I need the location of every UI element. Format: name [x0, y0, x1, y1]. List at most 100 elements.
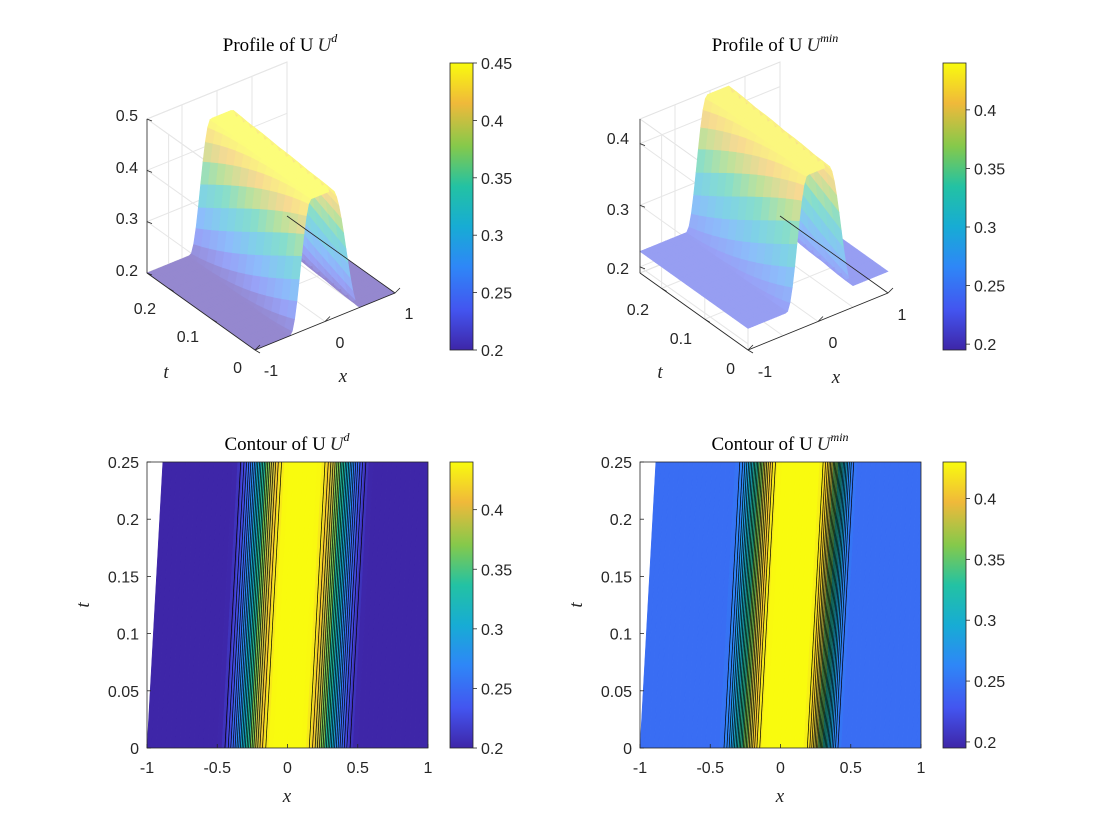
- contour-band: [897, 462, 919, 748]
- panel3-title-sup: d: [344, 430, 351, 444]
- ttick-mark: [211, 318, 218, 323]
- contour-band: [310, 462, 332, 748]
- contour-band: [705, 462, 727, 748]
- contour-band: [906, 489, 921, 748]
- colorbar-tick-label: 0.25: [974, 674, 1005, 691]
- colorbar-tick-label: 0.4: [974, 492, 996, 509]
- contour-line: [811, 462, 828, 748]
- colorbar-tick-label: 0.2: [974, 337, 996, 354]
- ttick-mark: [254, 349, 261, 354]
- contour-band: [845, 462, 867, 748]
- contour-line: [759, 462, 776, 748]
- contour-line: [243, 462, 260, 748]
- ytick-label: 0.05: [601, 684, 632, 701]
- contour-band: [273, 462, 295, 748]
- colorbar-tick-label: 0.4: [481, 503, 503, 520]
- panel4-title-u: U: [817, 434, 832, 455]
- contour-band: [352, 462, 374, 748]
- panel3-colorbar-bar: [449, 461, 474, 749]
- contour-line: [255, 462, 272, 748]
- contour-band: [850, 462, 872, 748]
- ytick-label: 0.15: [108, 569, 139, 586]
- contour-band: [761, 462, 783, 748]
- panel1-ztick-0.4: 0.4: [116, 160, 138, 177]
- contour-band: [667, 462, 689, 748]
- panel2-ttick-0: 0: [726, 361, 735, 378]
- contour-band: [709, 462, 731, 748]
- contour-line: [833, 462, 850, 748]
- contour-band: [291, 462, 313, 748]
- contour-line: [748, 462, 766, 748]
- contour-line: [332, 462, 350, 748]
- panel3-title-u: U: [330, 434, 345, 455]
- contour-band: [263, 462, 285, 748]
- contour-band: [287, 462, 309, 748]
- contour-band: [165, 462, 187, 748]
- contour-line: [823, 462, 841, 748]
- contour-line: [322, 462, 340, 748]
- panel2-colorbar-ticks: 0.2 0.25 0.3 0.35 0.4: [966, 103, 1005, 354]
- ytick-label: 0.25: [601, 455, 632, 472]
- panel4-title: Contour of U Umin: [711, 430, 848, 455]
- panel2-xtick-0: 0: [829, 335, 838, 352]
- contour-band: [677, 462, 699, 748]
- panel2-colorbar-bar: [942, 62, 967, 351]
- contour-line: [819, 462, 837, 748]
- contour-band: [413, 489, 428, 748]
- panel3-title-text: Contour of U: [224, 434, 326, 455]
- panel2-surface: [639, 85, 894, 354]
- panel1-surface: [146, 110, 401, 354]
- contour-band: [147, 462, 168, 748]
- contour-line: [240, 462, 257, 748]
- ytick-label: 0: [623, 741, 632, 758]
- contour-line: [335, 462, 353, 748]
- ytick-label: 0.2: [117, 512, 139, 529]
- xtick-mark: [747, 344, 754, 351]
- xtick-label: 0: [283, 760, 292, 777]
- ztick-mark: [146, 221, 153, 225]
- xtick-mark: [254, 344, 261, 351]
- panel2-xlabel: x: [831, 367, 841, 388]
- contour-band: [385, 462, 407, 748]
- panel3-colorbar-ticks: 0.2 0.25 0.3 0.35 0.4: [473, 503, 512, 758]
- axis-line: [146, 272, 256, 351]
- contour-line: [329, 462, 346, 748]
- contour-line: [230, 462, 247, 748]
- colorbar-tick-label: 0.3: [481, 228, 503, 245]
- contour-band: [174, 462, 196, 748]
- panel1-colorbar-ticks: 0.2 0.25 0.3 0.35 0.4 0.45: [473, 56, 512, 360]
- contour-line: [343, 462, 361, 748]
- panel1-xtick-1: 1: [405, 306, 414, 323]
- colorbar-tick-label: 0.35: [481, 562, 512, 579]
- axis-line: [779, 215, 889, 294]
- panel-contour-ud: Contour of U Ud -1 -0.5 0 0.5 1 0 0.05 0.1 0.15 0.…: [73, 430, 512, 807]
- contour-band: [259, 462, 281, 748]
- panel2-tlabel: t: [657, 362, 663, 383]
- contour-band: [700, 462, 722, 748]
- ttick-mark: [747, 349, 754, 354]
- contour-band: [883, 462, 905, 748]
- contour-band: [892, 462, 914, 748]
- contour-line: [324, 462, 341, 748]
- panel1-ttick-0.2: 0.2: [134, 301, 156, 318]
- contour-band: [658, 462, 680, 748]
- xtick-label: -0.5: [696, 760, 724, 777]
- contour-band: [193, 462, 215, 748]
- contour-band: [859, 462, 881, 748]
- panel-contour-umin: Contour of U Umin -1 -0.5 0 0.5 1 0 0.05 0.1 0.15…: [566, 430, 1005, 807]
- ytick-label: 0.15: [601, 569, 632, 586]
- contour-band: [878, 462, 900, 748]
- contour-line: [236, 462, 254, 748]
- contour-band: [864, 462, 886, 748]
- contour-band: [179, 462, 201, 748]
- ttick-mark: [168, 288, 174, 292]
- colorbar-tick-label: 0.35: [481, 171, 512, 188]
- panel4-title-sup: min: [831, 430, 849, 444]
- contour-band: [376, 462, 398, 748]
- colorbar-tick-label: 0.4: [481, 113, 503, 130]
- contour-band: [653, 462, 675, 748]
- xtick-label: 0: [776, 760, 785, 777]
- contour-line: [253, 462, 270, 748]
- colorbar-tick-label: 0.4: [974, 103, 996, 120]
- panel1-ztick-0.3: 0.3: [116, 211, 138, 228]
